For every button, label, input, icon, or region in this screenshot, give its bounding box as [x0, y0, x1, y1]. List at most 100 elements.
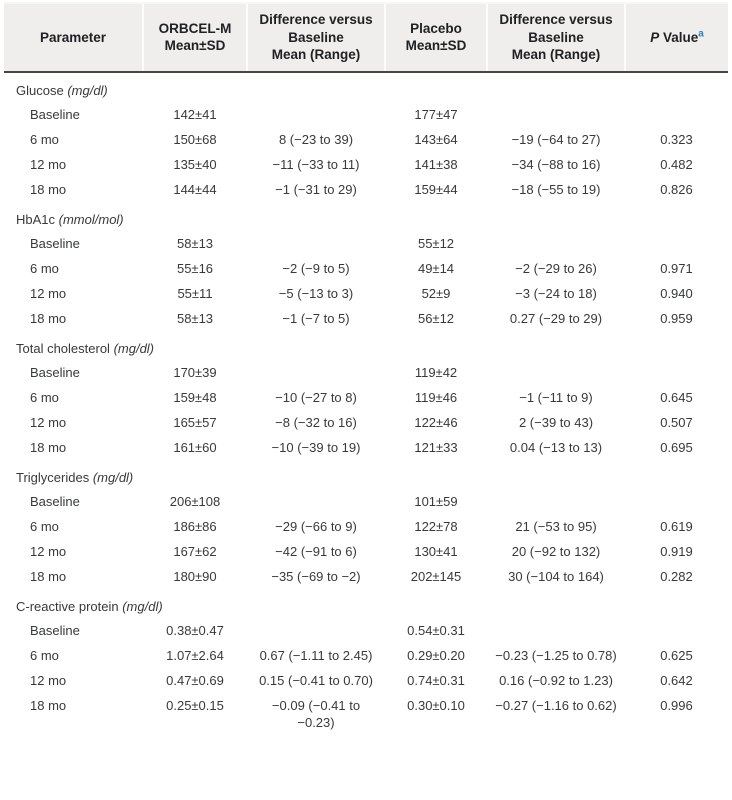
column-header-orbcel-mean-sd: ORBCEL-M Mean±SD	[142, 2, 247, 73]
orbcel-mean-sd: 170±39	[173, 364, 217, 380]
orbcel-mean-sd: 180±90	[173, 568, 217, 584]
orbcel-mean-sd: 142±41	[173, 106, 217, 122]
p-value	[625, 102, 728, 127]
placebo-difference: −3 (−24 to 18)	[515, 285, 597, 301]
orbcel-mean-sd: 58±13	[176, 310, 214, 326]
placebo-mean-sd: 159±44	[414, 181, 458, 197]
p-value: 0.642	[660, 672, 693, 688]
parameter-unit: (mmol/mol)	[55, 211, 124, 227]
parameter-name: Triglycerides	[16, 469, 90, 485]
orbcel-difference: −10 (−39 to 19)	[271, 439, 361, 455]
placebo-difference: −0.27 (−1.16 to 0.62)	[495, 697, 617, 713]
placebo-mean-sd: 0.74±0.31	[407, 672, 465, 688]
placebo-difference: 21 (−53 to 95)	[515, 518, 597, 534]
column-header-parameter: Parameter	[4, 2, 143, 73]
section-row: C-reactive protein (mg/dl)	[4, 589, 728, 618]
table-row: 12 mo 0.47±0.69 0.15 (−0.41 to 0.70) 0.74±0…	[4, 668, 728, 693]
placebo-difference: 20 (−92 to 132)	[511, 543, 601, 559]
timepoint-label: 18 mo	[30, 439, 67, 455]
p-value	[625, 231, 728, 256]
placebo-difference: 0.27 (−29 to 29)	[509, 310, 603, 326]
table-row: 18 mo 58±13 −1 (−7 to 5) 56±12 0.27 (−29 to …	[4, 306, 728, 331]
placebo-difference	[487, 360, 625, 385]
orbcel-difference: −0.09 (−0.41 to −0.23)	[271, 697, 361, 730]
footnote-marker-a[interactable]: a	[698, 28, 704, 40]
p-value: 0.625	[660, 647, 693, 663]
parameter-name: Total cholesterol	[16, 340, 110, 356]
placebo-mean-sd: 0.29±0.20	[407, 647, 465, 663]
orbcel-mean-sd: 55±16	[176, 260, 214, 276]
timepoint-label: Baseline	[30, 106, 80, 122]
timepoint-label: 6 mo	[30, 389, 59, 405]
placebo-mean-sd: 130±41	[414, 543, 458, 559]
orbcel-mean-sd: 206±108	[169, 493, 221, 509]
orbcel-difference: −11 (−33 to 11)	[272, 156, 360, 172]
p-value: 0.919	[660, 543, 693, 559]
p-value: 0.959	[660, 310, 693, 326]
placebo-mean-sd: 0.30±0.10	[407, 697, 465, 713]
placebo-mean-sd: 122±46	[414, 414, 458, 430]
orbcel-difference: 0.67 (−1.11 to 2.45)	[259, 647, 373, 663]
p-value: 0.282	[660, 568, 693, 584]
orbcel-mean-sd: 0.47±0.69	[166, 672, 224, 688]
orbcel-difference: 0.15 (−0.41 to 0.70)	[259, 672, 373, 688]
orbcel-difference: −1 (−7 to 5)	[282, 310, 350, 326]
orbcel-difference: −29 (−66 to 9)	[275, 518, 357, 534]
p-value-italic-p: P	[650, 29, 660, 45]
parameter-unit: (mg/dl)	[109, 340, 155, 356]
header-row: Parameter ORBCEL-M Mean±SD Difference versu…	[4, 2, 728, 73]
timepoint-label: 18 mo	[30, 310, 67, 326]
table-row: 18 mo 144±44 −1 (−31 to 29) 159±44 −18 (−55 …	[4, 177, 728, 202]
parameter-unit: (mg/dl)	[63, 82, 108, 98]
p-value: 0.619	[660, 518, 693, 534]
placebo-difference: −1 (−11 to 9)	[519, 389, 593, 405]
table-header: Parameter ORBCEL-M Mean±SD Difference versu…	[4, 2, 728, 73]
table-row: 12 mo 165±57 −8 (−32 to 16) 122±46 2 (−39 to…	[4, 410, 728, 435]
table-page: Parameter ORBCEL-M Mean±SD Difference versu…	[4, 2, 728, 735]
table-row: Baseline 206±108 101±59	[4, 489, 728, 514]
placebo-mean-sd: 101±59	[414, 493, 458, 509]
placebo-difference: −34 (−88 to 16)	[511, 156, 601, 172]
placebo-mean-sd: 202±145	[410, 568, 462, 584]
table-row: 12 mo 167±62 −42 (−91 to 6) 130±41 20 (−92 t…	[4, 539, 728, 564]
placebo-difference	[487, 102, 625, 127]
table-row: Baseline 142±41 177±47	[4, 102, 728, 127]
placebo-mean-sd: 55±12	[417, 235, 455, 251]
placebo-difference: −19 (−64 to 27)	[511, 131, 601, 147]
parameter-name: C-reactive protein	[16, 598, 119, 614]
table-row: 12 mo 55±11 −5 (−13 to 3) 52±9 −3 (−24 to 18…	[4, 281, 728, 306]
table-row: Baseline 58±13 55±12	[4, 231, 728, 256]
section-row: HbA1c (mmol/mol)	[4, 202, 728, 231]
timepoint-label: 6 mo	[30, 131, 59, 147]
orbcel-mean-sd: 135±40	[173, 156, 217, 172]
placebo-mean-sd: 122±78	[414, 518, 458, 534]
placebo-mean-sd: 119±42	[414, 364, 458, 380]
column-header-orbcel-difference: Difference versus Baseline Mean (Range)	[246, 2, 385, 73]
p-value: 0.323	[660, 131, 693, 147]
orbcel-difference	[247, 489, 385, 514]
timepoint-label: 12 mo	[30, 156, 67, 172]
section-row: Glucose (mg/dl)	[4, 72, 728, 102]
p-value	[625, 618, 728, 643]
orbcel-mean-sd: 161±60	[173, 439, 217, 455]
orbcel-difference	[247, 102, 385, 127]
p-value: 0.826	[660, 181, 693, 197]
column-header-placebo-mean-sd: Placebo Mean±SD	[384, 2, 487, 73]
table-row: 6 mo 186±86 −29 (−66 to 9) 122±78 21 (−53 to…	[4, 514, 728, 539]
parameter-section-header: Glucose (mg/dl)	[4, 72, 728, 102]
orbcel-difference	[247, 618, 385, 643]
orbcel-mean-sd: 165±57	[173, 414, 217, 430]
parameter-name: Glucose	[16, 82, 64, 98]
placebo-difference	[487, 618, 625, 643]
timepoint-label: 12 mo	[30, 414, 67, 430]
timepoint-label: 6 mo	[30, 647, 59, 663]
orbcel-mean-sd: 159±48	[173, 389, 217, 405]
parameter-unit: (mg/dl)	[118, 598, 163, 614]
table-row: Baseline 170±39 119±42	[4, 360, 728, 385]
placebo-mean-sd: 121±33	[414, 439, 458, 455]
orbcel-mean-sd: 150±68	[173, 131, 217, 147]
orbcel-mean-sd: 55±11	[177, 285, 213, 301]
p-value: 0.507	[660, 414, 693, 430]
table-row: 18 mo 0.25±0.15 −0.09 (−0.41 to −0.23) 0.30…	[4, 693, 728, 735]
p-value: 0.695	[660, 439, 693, 455]
